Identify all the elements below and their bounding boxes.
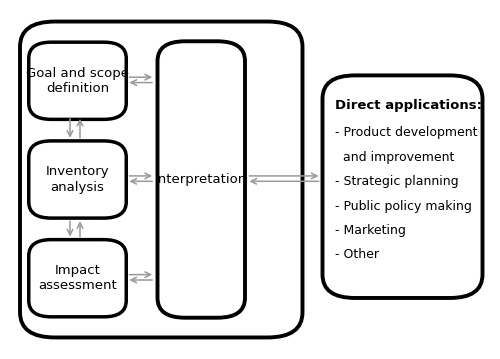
FancyBboxPatch shape — [28, 240, 126, 317]
Text: - Public policy making: - Public policy making — [335, 200, 472, 213]
FancyBboxPatch shape — [322, 75, 482, 298]
Text: Goal and scope
definition: Goal and scope definition — [26, 67, 129, 95]
FancyBboxPatch shape — [158, 41, 245, 318]
Text: - Marketing: - Marketing — [335, 224, 406, 237]
FancyBboxPatch shape — [28, 141, 126, 218]
Text: Interpretation: Interpretation — [155, 173, 248, 186]
Text: Inventory
analysis: Inventory analysis — [46, 165, 110, 194]
Text: and improvement: and improvement — [335, 151, 454, 164]
Text: - Strategic planning: - Strategic planning — [335, 175, 458, 188]
FancyBboxPatch shape — [20, 22, 302, 337]
Text: - Other: - Other — [335, 248, 379, 261]
Text: - Product development: - Product development — [335, 126, 478, 139]
Text: Impact
assessment: Impact assessment — [38, 264, 117, 292]
Text: Direct applications:: Direct applications: — [335, 99, 482, 112]
FancyBboxPatch shape — [28, 42, 126, 119]
